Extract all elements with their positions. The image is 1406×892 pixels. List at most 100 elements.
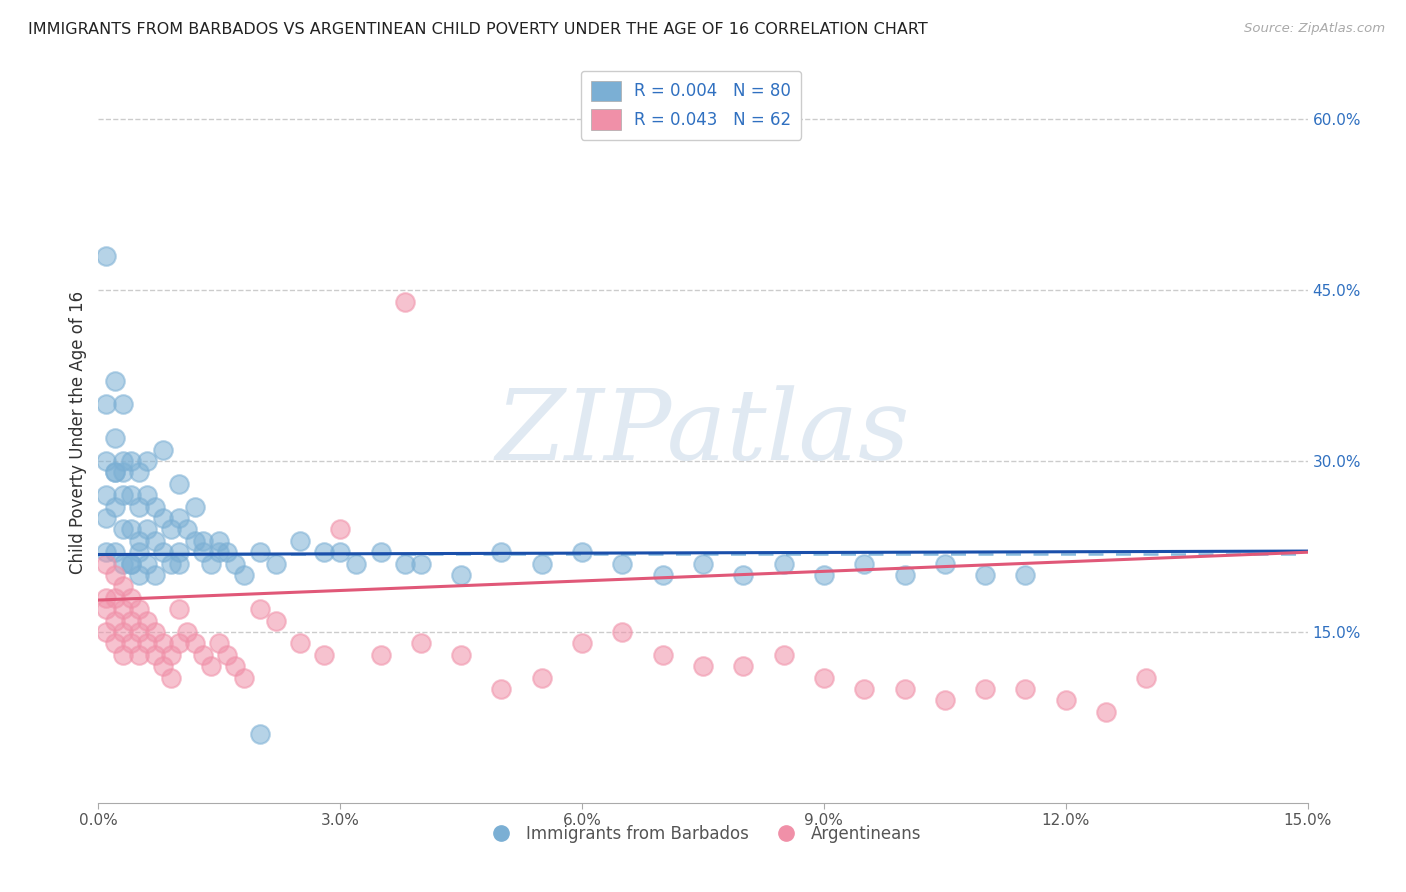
Point	[167, 557, 190, 571]
Point	[152, 659, 174, 673]
Point	[491, 681, 513, 696]
Point	[96, 602, 118, 616]
Point	[1054, 693, 1077, 707]
Point	[733, 659, 755, 673]
Point	[103, 466, 125, 480]
Point	[893, 568, 915, 582]
Point	[370, 648, 392, 662]
Point	[200, 659, 222, 673]
Point	[111, 397, 134, 411]
Point	[96, 397, 118, 411]
Point	[143, 500, 166, 514]
Point	[96, 557, 118, 571]
Point	[167, 636, 190, 650]
Point	[692, 557, 714, 571]
Point	[314, 545, 336, 559]
Point	[394, 557, 416, 571]
Point	[232, 568, 254, 582]
Point	[128, 602, 150, 616]
Point	[120, 557, 142, 571]
Point	[612, 624, 634, 639]
Point	[167, 511, 190, 525]
Legend: Immigrants from Barbados, Argentineans: Immigrants from Barbados, Argentineans	[478, 819, 928, 850]
Point	[733, 568, 755, 582]
Point	[96, 591, 118, 605]
Point	[450, 648, 472, 662]
Point	[152, 636, 174, 650]
Point	[135, 557, 157, 571]
Point	[974, 681, 997, 696]
Text: IMMIGRANTS FROM BARBADOS VS ARGENTINEAN CHILD POVERTY UNDER THE AGE OF 16 CORREL: IMMIGRANTS FROM BARBADOS VS ARGENTINEAN …	[28, 22, 928, 37]
Point	[120, 557, 142, 571]
Point	[160, 557, 183, 571]
Point	[530, 557, 553, 571]
Point	[208, 533, 231, 548]
Point	[232, 671, 254, 685]
Point	[1014, 681, 1036, 696]
Point	[264, 557, 287, 571]
Point	[128, 533, 150, 548]
Point	[409, 636, 432, 650]
Point	[167, 545, 190, 559]
Point	[160, 671, 183, 685]
Point	[120, 614, 142, 628]
Point	[200, 557, 222, 571]
Point	[934, 693, 956, 707]
Point	[103, 614, 125, 628]
Point	[143, 648, 166, 662]
Point	[651, 648, 673, 662]
Point	[135, 488, 157, 502]
Point	[96, 511, 118, 525]
Point	[450, 568, 472, 582]
Point	[491, 545, 513, 559]
Point	[208, 636, 231, 650]
Point	[329, 523, 352, 537]
Point	[530, 671, 553, 685]
Point	[96, 249, 118, 263]
Point	[120, 523, 142, 537]
Point	[813, 671, 835, 685]
Point	[772, 557, 794, 571]
Point	[135, 523, 157, 537]
Point	[103, 591, 125, 605]
Point	[96, 624, 118, 639]
Point	[103, 375, 125, 389]
Point	[288, 636, 311, 650]
Point	[1135, 671, 1157, 685]
Point	[128, 648, 150, 662]
Point	[571, 545, 593, 559]
Point	[184, 636, 207, 650]
Point	[111, 624, 134, 639]
Text: Source: ZipAtlas.com: Source: ZipAtlas.com	[1244, 22, 1385, 36]
Point	[249, 545, 271, 559]
Point	[224, 659, 246, 673]
Point	[135, 454, 157, 468]
Point	[329, 545, 352, 559]
Point	[853, 681, 876, 696]
Point	[184, 533, 207, 548]
Point	[128, 624, 150, 639]
Point	[96, 454, 118, 468]
Point	[135, 614, 157, 628]
Point	[152, 511, 174, 525]
Point	[160, 523, 183, 537]
Point	[152, 545, 174, 559]
Point	[394, 294, 416, 309]
Point	[111, 557, 134, 571]
Point	[651, 568, 673, 582]
Point	[176, 523, 198, 537]
Point	[264, 614, 287, 628]
Point	[143, 568, 166, 582]
Point	[103, 636, 125, 650]
Point	[344, 557, 367, 571]
Point	[160, 648, 183, 662]
Point	[249, 727, 271, 741]
Point	[853, 557, 876, 571]
Point	[120, 488, 142, 502]
Point	[193, 533, 215, 548]
Point	[314, 648, 336, 662]
Point	[1095, 705, 1118, 719]
Point	[224, 557, 246, 571]
Point	[135, 636, 157, 650]
Point	[103, 545, 125, 559]
